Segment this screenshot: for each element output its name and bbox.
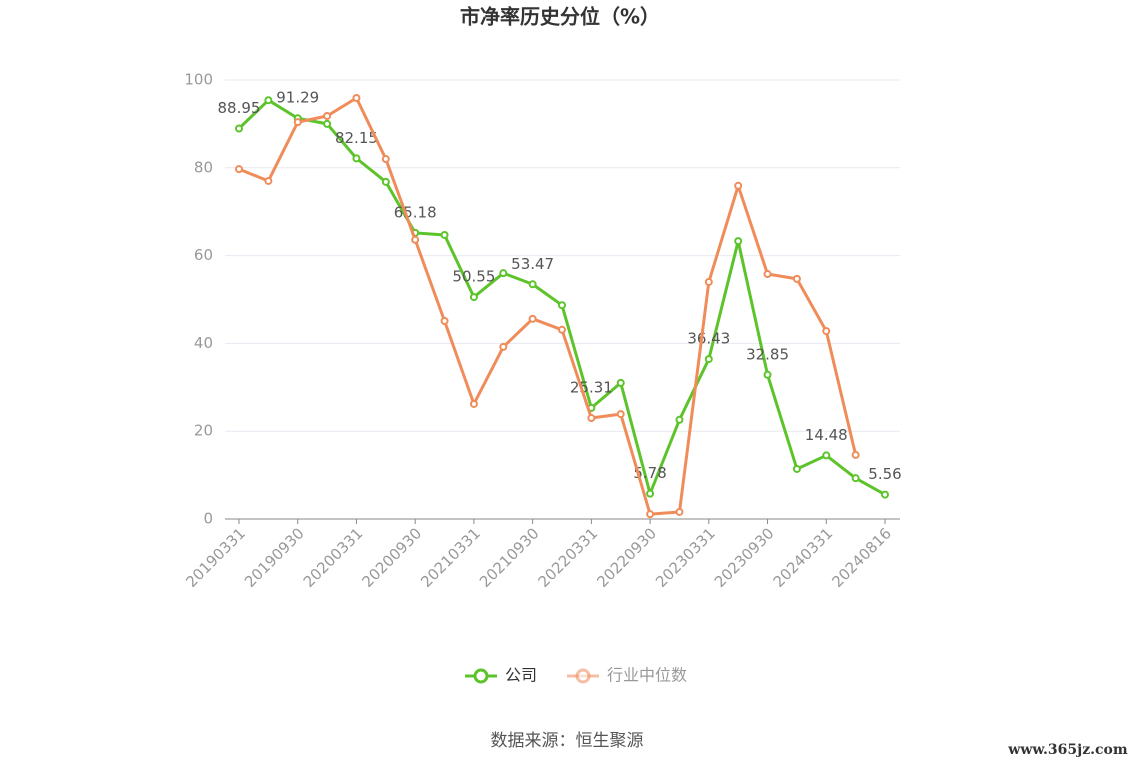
legend-label: 行业中位数 (607, 666, 687, 685)
x-tick-label: 20200331 (300, 524, 367, 591)
data-label: 5.56 (868, 465, 901, 483)
x-tick-label: 20190331 (182, 524, 249, 591)
data-label: 25.31 (570, 378, 613, 396)
data-point (792, 274, 801, 283)
data-point (323, 119, 332, 128)
data-label: 32.85 (746, 345, 789, 363)
data-label: 53.47 (511, 255, 554, 273)
data-point (822, 451, 831, 460)
data-label: 82.15 (335, 129, 378, 147)
data-point (293, 118, 302, 127)
data-point (528, 314, 537, 323)
x-tick-label: 20240331 (770, 524, 837, 591)
data-point (851, 474, 860, 483)
data-point (528, 280, 537, 289)
y-tick-label: 40 (194, 334, 213, 352)
series-line (238, 96, 858, 516)
legend-marker (575, 668, 591, 684)
data-point (734, 237, 743, 246)
data-label: 14.48 (805, 426, 848, 444)
data-point (381, 177, 390, 186)
data-point (558, 325, 566, 334)
data-point (851, 450, 860, 459)
data-point (323, 111, 332, 120)
x-tick-label: 20230930 (711, 524, 778, 591)
data-point (235, 124, 243, 133)
data-point (440, 317, 449, 326)
y-tick-label: 80 (194, 158, 213, 176)
data-point (381, 155, 390, 164)
data-point (469, 293, 478, 302)
source-note: 数据来源：恒生聚源 (491, 731, 644, 751)
data-point (558, 301, 566, 310)
data-point (675, 415, 684, 424)
legend-marker (473, 668, 489, 684)
x-tick-label: 20210930 (476, 524, 543, 591)
y-tick-label: 20 (194, 422, 213, 440)
data-point (881, 490, 889, 499)
data-point (704, 277, 713, 286)
y-tick-label: 100 (184, 71, 213, 89)
data-point (734, 181, 743, 190)
x-tick-label: 20210331 (417, 524, 484, 591)
data-point (440, 230, 449, 239)
data-point (499, 342, 508, 351)
series-line (237, 98, 886, 496)
data-point (763, 270, 772, 279)
data-point (469, 399, 478, 408)
x-tick-label: 20240816 (828, 524, 895, 591)
data-point (352, 154, 361, 163)
data-point (587, 414, 596, 423)
data-point (352, 93, 361, 102)
data-point (616, 410, 625, 419)
data-point (822, 327, 831, 336)
watermark: www.365jz.com (1007, 742, 1128, 758)
x-tick-label: 20220930 (593, 524, 660, 591)
data-label: 65.18 (394, 203, 437, 221)
data-point (646, 489, 655, 498)
chart-title: 市净率历史分位（%） (460, 5, 660, 29)
legend-label: 公司 (505, 666, 537, 685)
data-point (235, 165, 243, 174)
y-tick-label: 0 (203, 510, 213, 528)
x-tick-label: 20190930 (241, 524, 308, 591)
x-tick-label: 20200930 (358, 524, 425, 591)
data-label: 88.95 (218, 99, 261, 117)
data-label: 50.55 (452, 268, 495, 286)
data-point (616, 378, 625, 387)
x-tick-label: 20220331 (535, 524, 602, 591)
data-point (792, 464, 801, 473)
data-label: 5.78 (633, 464, 666, 482)
data-point (411, 235, 420, 244)
data-point (264, 96, 273, 105)
data-point (704, 355, 713, 364)
y-tick-label: 60 (194, 246, 213, 264)
data-point (264, 176, 273, 185)
data-point (675, 507, 684, 516)
data-point (499, 269, 508, 278)
data-label: 36.43 (687, 330, 730, 348)
data-point (646, 510, 655, 519)
x-tick-label: 20230331 (652, 524, 719, 591)
data-label: 91.29 (276, 89, 319, 107)
data-point (763, 370, 772, 379)
